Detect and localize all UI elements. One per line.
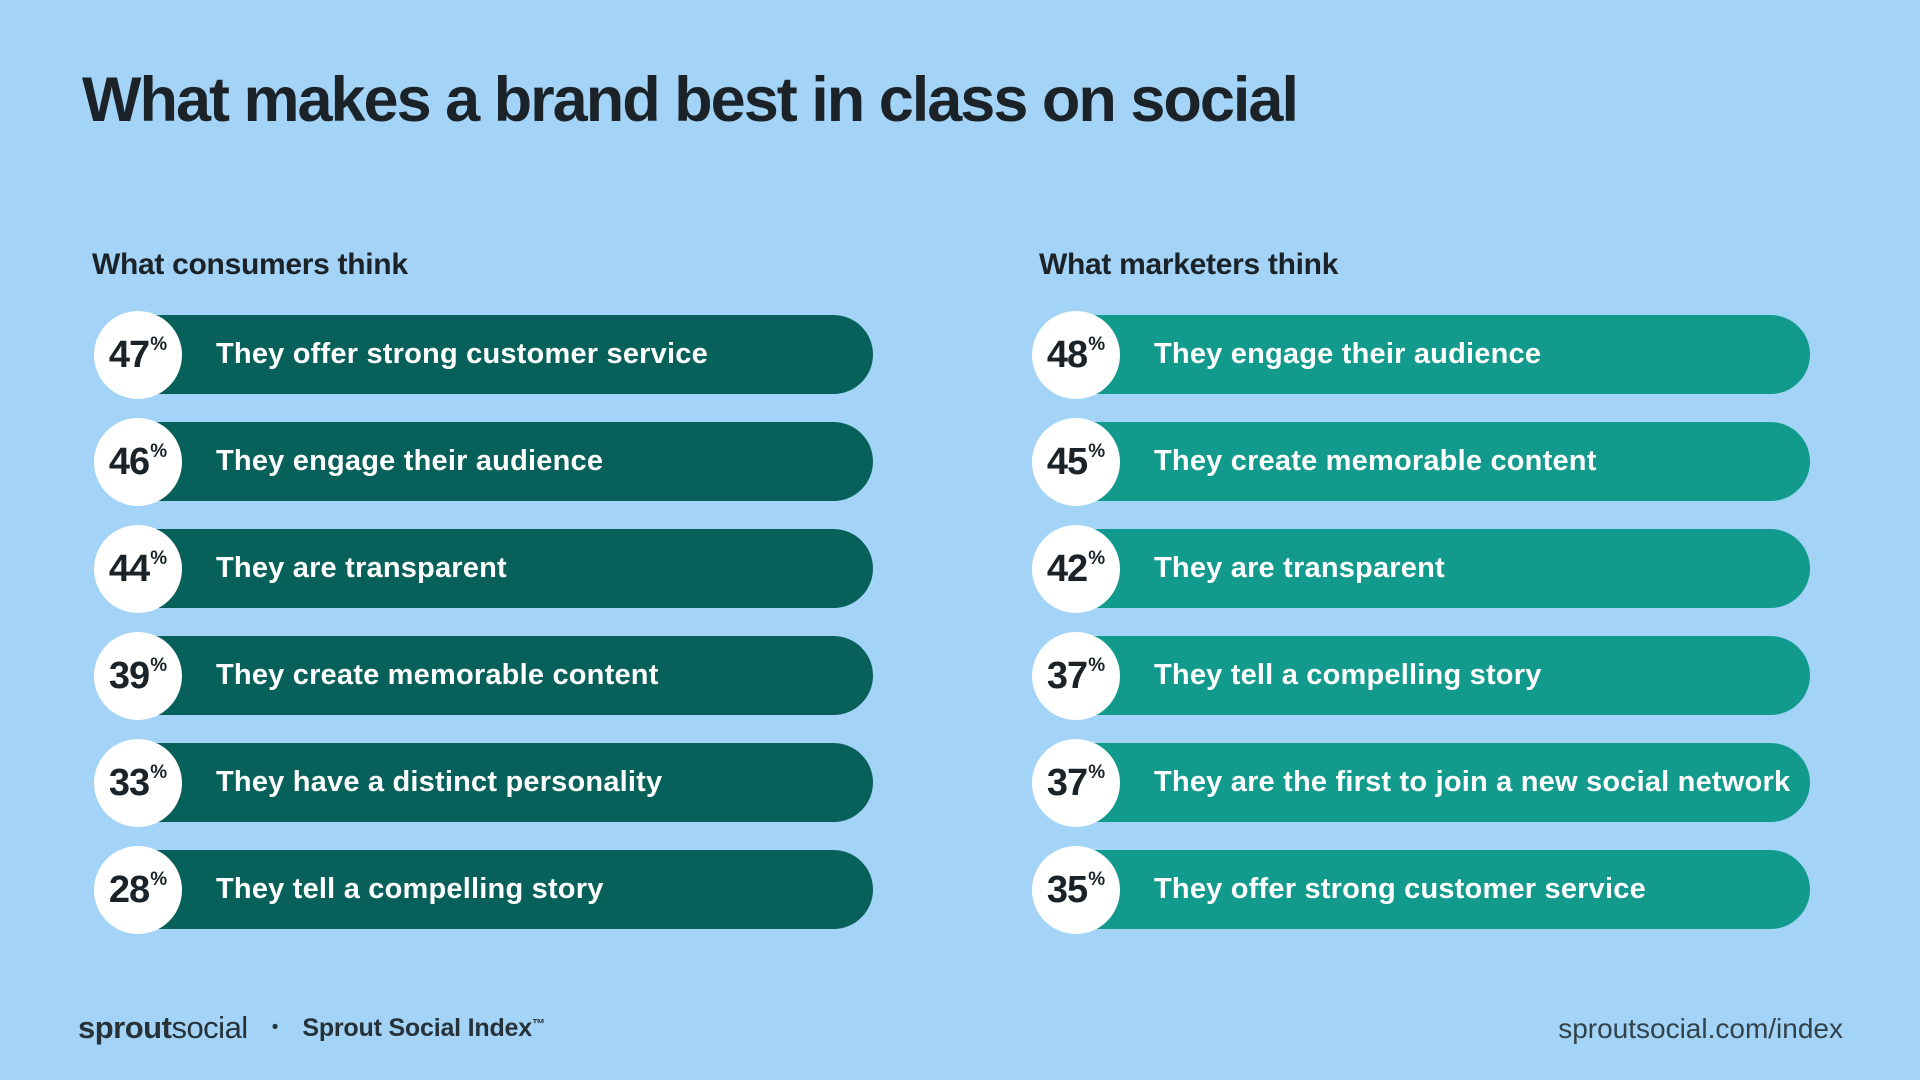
- sprout-social-logo: sproutsocial: [78, 1010, 248, 1046]
- stat-bar: They create memorable content: [1076, 422, 1810, 501]
- stat-label: They engage their audience: [216, 445, 604, 477]
- percent-badge: 33%: [94, 739, 182, 827]
- stat-bar: They offer strong customer service: [138, 315, 873, 394]
- percent-badge: 48%: [1032, 311, 1120, 399]
- trademark-symbol: ™: [531, 1015, 545, 1031]
- percent-value: 48: [1046, 333, 1088, 376]
- consumers-column: What consumers think They offer strong c…: [92, 250, 873, 957]
- stat-row: They engage their audience 46%: [92, 418, 873, 506]
- percent-sign: %: [150, 548, 168, 569]
- percent-sign: %: [150, 334, 168, 355]
- index-label-text: Sprout Social Index: [302, 1013, 532, 1042]
- stat-label: They are transparent: [216, 552, 507, 584]
- stat-label: They are the first to join a new social …: [1154, 766, 1791, 798]
- percent-badge: 28%: [94, 846, 182, 934]
- stat-bar: They offer strong customer service: [1076, 850, 1810, 929]
- percent-value: 44: [108, 547, 150, 590]
- percent-value: 46: [108, 440, 150, 483]
- consumers-rows: They offer strong customer service 47% T…: [92, 311, 873, 934]
- stat-label: They offer strong customer service: [1154, 873, 1646, 905]
- percent-value: 47: [108, 333, 150, 376]
- percent-sign: %: [1088, 548, 1106, 569]
- stat-row: They are transparent 44%: [92, 525, 873, 613]
- stat-bar: They are the first to join a new social …: [1076, 743, 1810, 822]
- percent-sign: %: [1088, 334, 1106, 355]
- stat-bar: They tell a compelling story: [1076, 636, 1810, 715]
- stat-label: They are transparent: [1154, 552, 1445, 584]
- percent-value: 33: [108, 761, 150, 804]
- stat-row: They are transparent 42%: [1030, 525, 1810, 613]
- percent-sign: %: [1088, 762, 1106, 783]
- stat-label: They tell a compelling story: [1154, 659, 1542, 691]
- percent-sign: %: [1088, 869, 1106, 890]
- percent-sign: %: [150, 762, 168, 783]
- stat-label: They engage their audience: [1154, 338, 1542, 370]
- stat-label: They have a distinct personality: [216, 766, 663, 798]
- percent-badge: 47%: [94, 311, 182, 399]
- percent-value: 28: [108, 868, 150, 911]
- stat-bar: They are transparent: [1076, 529, 1810, 608]
- stat-row: They create memorable content 39%: [92, 632, 873, 720]
- percent-value: 42: [1046, 547, 1088, 590]
- consumers-heading: What consumers think: [92, 248, 408, 281]
- percent-badge: 35%: [1032, 846, 1120, 934]
- percent-badge: 42%: [1032, 525, 1120, 613]
- footer-url: sproutsocial.com/index: [1558, 1013, 1843, 1044]
- stat-row: They tell a compelling story 37%: [1030, 632, 1810, 720]
- stat-row: They offer strong customer service 47%: [92, 311, 873, 399]
- percent-badge: 46%: [94, 418, 182, 506]
- stat-bar: They tell a compelling story: [138, 850, 873, 929]
- separator-dot: •: [271, 1017, 279, 1038]
- percent-value: 39: [108, 654, 150, 697]
- logo-text-bold: sprout: [78, 1010, 172, 1045]
- stat-label: They tell a compelling story: [216, 873, 604, 905]
- marketers-heading: What marketers think: [1039, 248, 1339, 281]
- stat-bar: They engage their audience: [138, 422, 873, 501]
- percent-value: 35: [1046, 868, 1088, 911]
- percent-badge: 45%: [1032, 418, 1120, 506]
- percent-sign: %: [150, 655, 168, 676]
- stat-row: They create memorable content 45%: [1030, 418, 1810, 506]
- stat-label: They create memorable content: [1154, 445, 1597, 477]
- stat-row: They are the first to join a new social …: [1030, 739, 1810, 827]
- percent-sign: %: [1088, 655, 1106, 676]
- stat-label: They create memorable content: [216, 659, 659, 691]
- percent-sign: %: [150, 869, 168, 890]
- logo-text-light: social: [171, 1010, 248, 1045]
- stat-row: They offer strong customer service 35%: [1030, 846, 1810, 934]
- percent-badge: 37%: [1032, 632, 1120, 720]
- stat-row: They tell a compelling story 28%: [92, 846, 873, 934]
- percent-badge: 44%: [94, 525, 182, 613]
- stat-bar: They have a distinct personality: [138, 743, 873, 822]
- stat-bar: They engage their audience: [1076, 315, 1810, 394]
- stat-bar: They create memorable content: [138, 636, 873, 715]
- index-label: Sprout Social Index™: [302, 1013, 545, 1043]
- page-title: What makes a brand best in class on soci…: [82, 65, 1299, 135]
- percent-value: 37: [1046, 761, 1088, 804]
- footer-left: sproutsocial • Sprout Social Index™: [78, 1010, 545, 1046]
- percent-sign: %: [150, 441, 168, 462]
- percent-value: 45: [1046, 440, 1088, 483]
- percent-sign: %: [1088, 441, 1106, 462]
- marketers-rows: They engage their audience 48% They crea…: [1030, 311, 1810, 934]
- stat-row: They have a distinct personality 33%: [92, 739, 873, 827]
- percent-value: 37: [1046, 654, 1088, 697]
- stat-bar: They are transparent: [138, 529, 873, 608]
- percent-badge: 39%: [94, 632, 182, 720]
- marketers-column: What marketers think They engage their a…: [1030, 250, 1810, 957]
- stat-label: They offer strong customer service: [216, 338, 708, 370]
- stat-row: They engage their audience 48%: [1030, 311, 1810, 399]
- percent-badge: 37%: [1032, 739, 1120, 827]
